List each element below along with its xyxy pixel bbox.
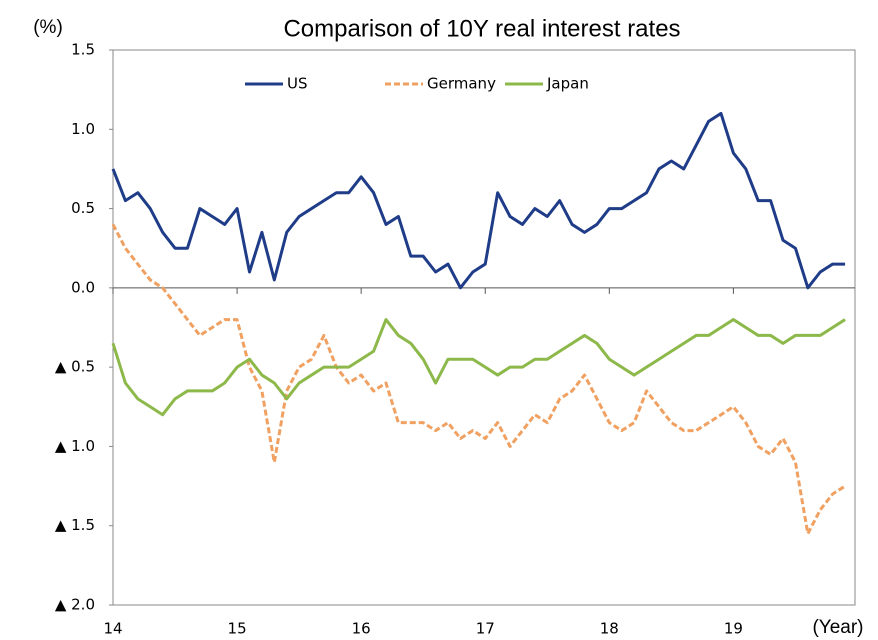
y-tick-label: 1.5: [71, 41, 95, 59]
y-tick-label: ▲ 1.0: [55, 437, 95, 455]
x-tick-label: 16: [352, 620, 371, 638]
x-tick-label: 15: [228, 620, 247, 638]
legend-label: Germany: [427, 75, 496, 93]
x-tick-label: 19: [724, 620, 743, 638]
y-tick-label: 0.5: [71, 199, 95, 217]
legend-label: Japan: [546, 75, 589, 93]
y-tick-label: ▲ 1.5: [55, 516, 95, 534]
y-axis-label: (%): [33, 17, 63, 38]
chart-title: Comparison of 10Y real interest rates: [283, 15, 680, 42]
x-axis-label: (Year): [812, 617, 863, 638]
x-tick-label: 14: [103, 620, 122, 638]
x-tick-label: 18: [600, 620, 619, 638]
x-tick-label: 17: [476, 620, 495, 638]
y-tick-label: 1.0: [71, 120, 95, 138]
series-line: [111, 318, 846, 417]
y-tick-label: ▲ 2.0: [55, 596, 95, 614]
y-tick-label: ▲ 0.5: [55, 358, 95, 376]
series-line: [111, 223, 846, 536]
y-tick-label: 0.0: [71, 278, 95, 296]
plot-frame: [112, 49, 856, 606]
series-line: [111, 111, 846, 290]
legend-label: US: [287, 75, 308, 93]
